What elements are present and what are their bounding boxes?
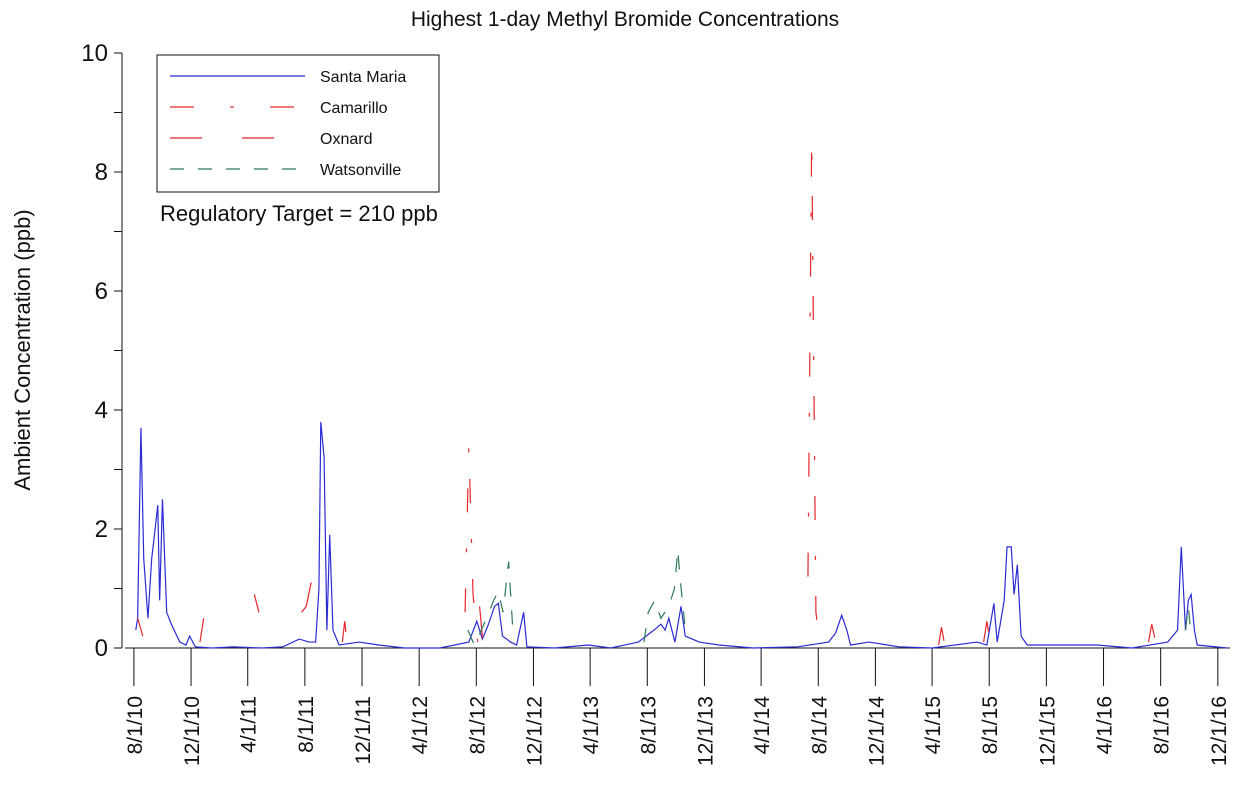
series-line (464, 136, 821, 643)
x-tick-label: 8/1/12 (466, 696, 489, 754)
x-tick-label: 4/1/12 (409, 696, 432, 754)
y-tick-label: 10 (81, 40, 108, 67)
legend-label: Camarillo (320, 100, 388, 117)
x-tick-label: 4/1/11 (238, 696, 261, 753)
x-tick-label: 12/1/16 (1208, 696, 1231, 766)
x-tick-label: 8/1/10 (124, 696, 147, 754)
legend-label: Watsonville (320, 162, 401, 179)
series-line (137, 567, 1161, 646)
x-tick-label: 12/1/15 (1036, 696, 1059, 766)
x-tick-label: 8/1/13 (637, 696, 660, 754)
x-tick-label: 4/1/16 (1094, 696, 1117, 754)
x-tick-label: 8/1/15 (979, 696, 1002, 754)
x-tick-label: 8/1/14 (808, 696, 831, 755)
x-tick-label: 4/1/14 (751, 696, 774, 755)
x-tick-label: 12/1/11 (352, 696, 375, 765)
x-tick-label: 8/1/16 (1151, 696, 1174, 754)
x-tick-label: 12/1/14 (865, 696, 888, 766)
y-tick-label: 0 (95, 635, 108, 662)
x-tick-label: 12/1/13 (694, 696, 717, 766)
y-tick-label: 6 (95, 278, 108, 305)
legend-label: Santa Maria (320, 69, 406, 86)
y-tick-label: 2 (95, 516, 108, 543)
x-tick-label: 12/1/12 (523, 696, 546, 766)
legend-label: Oxnard (320, 131, 372, 148)
annotation: Regulatory Target = 210 ppb (160, 201, 438, 226)
y-tick-label: 8 (95, 159, 108, 186)
chart-title: Highest 1-day Methyl Bromide Concentrati… (411, 8, 839, 31)
y-axis-label: Ambient Concentration (ppb) (10, 209, 35, 490)
y-tick-label: 4 (95, 397, 108, 424)
x-tick-label: 8/1/11 (295, 696, 318, 753)
x-tick-label: 4/1/13 (580, 696, 603, 754)
x-tick-label: 4/1/15 (922, 696, 945, 754)
series-line (467, 549, 1192, 647)
series-line (135, 421, 1228, 649)
x-tick-label: 12/1/10 (181, 696, 204, 766)
